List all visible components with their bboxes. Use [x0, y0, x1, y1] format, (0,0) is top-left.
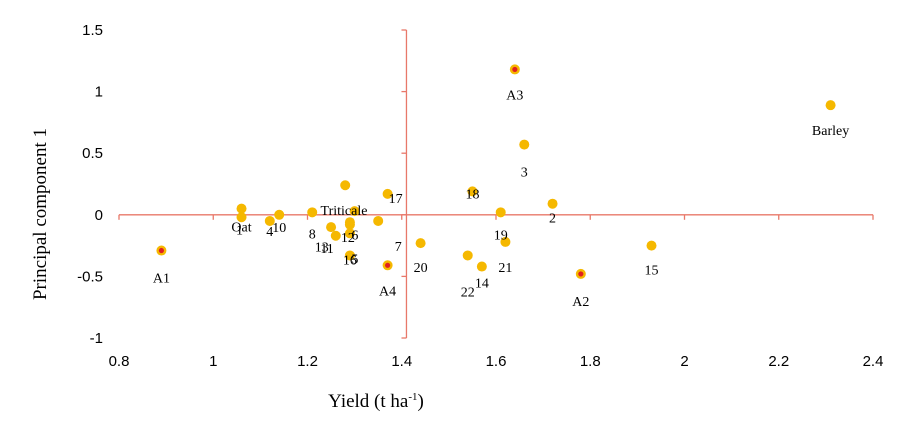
x-tick-label: 2.2	[768, 353, 789, 370]
y-tick-label: 0	[95, 207, 103, 224]
point-label: Barley	[812, 124, 849, 139]
data-point	[264, 215, 275, 226]
point-label: 21	[498, 261, 512, 276]
data-point	[349, 206, 360, 217]
data-point	[547, 198, 558, 209]
point-label: 20	[414, 261, 428, 276]
point-label: 15	[645, 264, 659, 279]
data-point	[519, 139, 530, 150]
point-label: 18	[465, 187, 479, 202]
point-label: 6	[351, 229, 358, 244]
x-tick-label: 0.8	[109, 353, 130, 370]
data-point	[344, 228, 355, 239]
point-label: A3	[506, 88, 523, 103]
data-point	[236, 212, 247, 223]
point-label: 8	[309, 227, 316, 242]
x-tick-label: 2.4	[863, 353, 884, 370]
data-point	[500, 236, 511, 247]
point-label: 10	[272, 221, 286, 236]
y-tick-label: -0.5	[77, 268, 103, 285]
x-tick-label: 1	[209, 353, 217, 370]
point-label: 5	[351, 252, 358, 267]
data-point-highlight	[512, 66, 518, 73]
point-label: 22	[461, 285, 475, 300]
data-point	[326, 222, 337, 233]
x-axis-title: Yield (t ha-1)	[328, 391, 424, 412]
y-tick-label: 1	[95, 84, 103, 101]
x-tick-label: 1.8	[580, 353, 601, 370]
point-label: A4	[379, 284, 396, 299]
data-points	[156, 64, 836, 279]
data-point	[825, 100, 836, 111]
x-tick-label: 1.4	[391, 353, 412, 370]
point-label: 12	[341, 231, 355, 246]
point-label: 14	[475, 277, 489, 292]
data-point	[344, 250, 355, 261]
data-point	[330, 230, 341, 241]
x-tick-label: 1.6	[486, 353, 507, 370]
data-point	[236, 203, 247, 214]
point-label: 4	[266, 225, 273, 240]
point-label: 3	[521, 166, 528, 181]
point-label: 11	[320, 242, 333, 257]
point-label: A2	[572, 295, 589, 310]
point-label: 7	[395, 240, 402, 255]
data-point	[344, 217, 355, 228]
data-point-highlight	[158, 247, 165, 254]
x-tick-label: 2	[680, 353, 688, 370]
data-point	[462, 250, 473, 261]
point-label: 17	[389, 192, 403, 207]
x-tick-label: 1.2	[297, 353, 318, 370]
y-axis-title: Principal component 1	[30, 128, 51, 300]
y-tick-label: 1.5	[82, 22, 103, 39]
point-labels: BarleyOatTriticaleA1A2A3A412345678101112…	[153, 88, 849, 310]
data-point	[467, 186, 478, 197]
data-point	[307, 207, 318, 218]
tick-labels: 0.8 1 1.2 1.4 1.6 1.8 2 2.2 2.4 1.5 1 0.5 0 -0.5 -1	[77, 22, 883, 370]
point-label: Triticale	[321, 204, 368, 219]
data-point	[382, 188, 393, 199]
axes	[118, 29, 874, 339]
point-label: 13	[315, 241, 329, 256]
point-label: Oat	[231, 221, 251, 236]
point-label: 19	[494, 228, 508, 243]
data-point-highlight	[578, 271, 584, 277]
point-label: A1	[153, 272, 170, 287]
point-label: 16	[343, 253, 357, 268]
data-point	[274, 209, 285, 220]
data-point	[646, 240, 657, 251]
data-point	[415, 238, 426, 249]
data-point	[340, 180, 351, 191]
y-tick-label: 0.5	[82, 145, 103, 162]
y-tick-label: -1	[90, 330, 103, 347]
data-point	[373, 215, 384, 226]
data-point-highlight	[385, 262, 391, 268]
data-point	[476, 261, 487, 272]
point-label: 1	[236, 223, 243, 238]
data-point	[495, 207, 506, 218]
point-label: 2	[549, 212, 556, 227]
